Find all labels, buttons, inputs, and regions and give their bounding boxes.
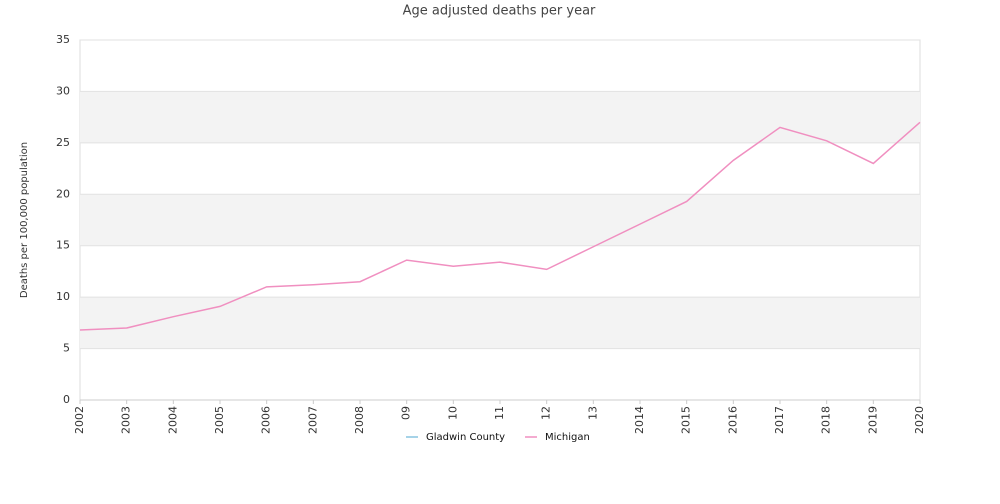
x-tick-label: 13 bbox=[586, 406, 599, 420]
legend-label: Michigan bbox=[545, 432, 590, 443]
x-tick-label: 2018 bbox=[820, 406, 833, 434]
y-tick-label: 30 bbox=[56, 84, 70, 97]
legend-label: Gladwin County bbox=[426, 432, 505, 443]
x-tick-label: 2006 bbox=[260, 406, 273, 434]
x-tick-label: 2003 bbox=[120, 406, 133, 434]
x-tick-label: 2002 bbox=[73, 406, 86, 434]
x-tick-label: 2014 bbox=[633, 406, 646, 434]
series-line bbox=[79, 121, 921, 331]
x-tick-label: 2016 bbox=[726, 406, 739, 434]
x-tick-label: 2017 bbox=[773, 406, 786, 434]
y-axis-title: Deaths per 100,000 population bbox=[19, 142, 30, 298]
x-tick-label: 2005 bbox=[213, 406, 226, 434]
x-tick-label: 2015 bbox=[680, 406, 693, 434]
y-tick-label: 5 bbox=[63, 342, 70, 355]
chart-title: Age adjusted deaths per year bbox=[403, 4, 596, 19]
y-tick-label: 20 bbox=[56, 187, 70, 200]
x-tick-label: 2019 bbox=[866, 406, 879, 434]
x-tick-label: 10 bbox=[446, 406, 459, 420]
grid-band bbox=[80, 297, 920, 349]
y-tick-label: 15 bbox=[56, 239, 70, 252]
grid-band bbox=[80, 91, 920, 143]
x-tick-label: 2004 bbox=[166, 406, 179, 434]
x-tick-label: 2007 bbox=[306, 406, 319, 434]
x-tick-label: 2008 bbox=[353, 406, 366, 434]
x-tick-label: 2020 bbox=[913, 406, 926, 434]
y-tick-label: 0 bbox=[63, 393, 70, 406]
y-tick-label: 35 bbox=[56, 33, 70, 46]
grid-band bbox=[80, 194, 920, 246]
x-tick-label: 09 bbox=[400, 406, 413, 420]
y-tick-label: 25 bbox=[56, 136, 70, 149]
x-tick-label: 12 bbox=[540, 406, 553, 420]
y-tick-label: 10 bbox=[56, 290, 70, 303]
x-tick-label: 11 bbox=[493, 406, 506, 420]
